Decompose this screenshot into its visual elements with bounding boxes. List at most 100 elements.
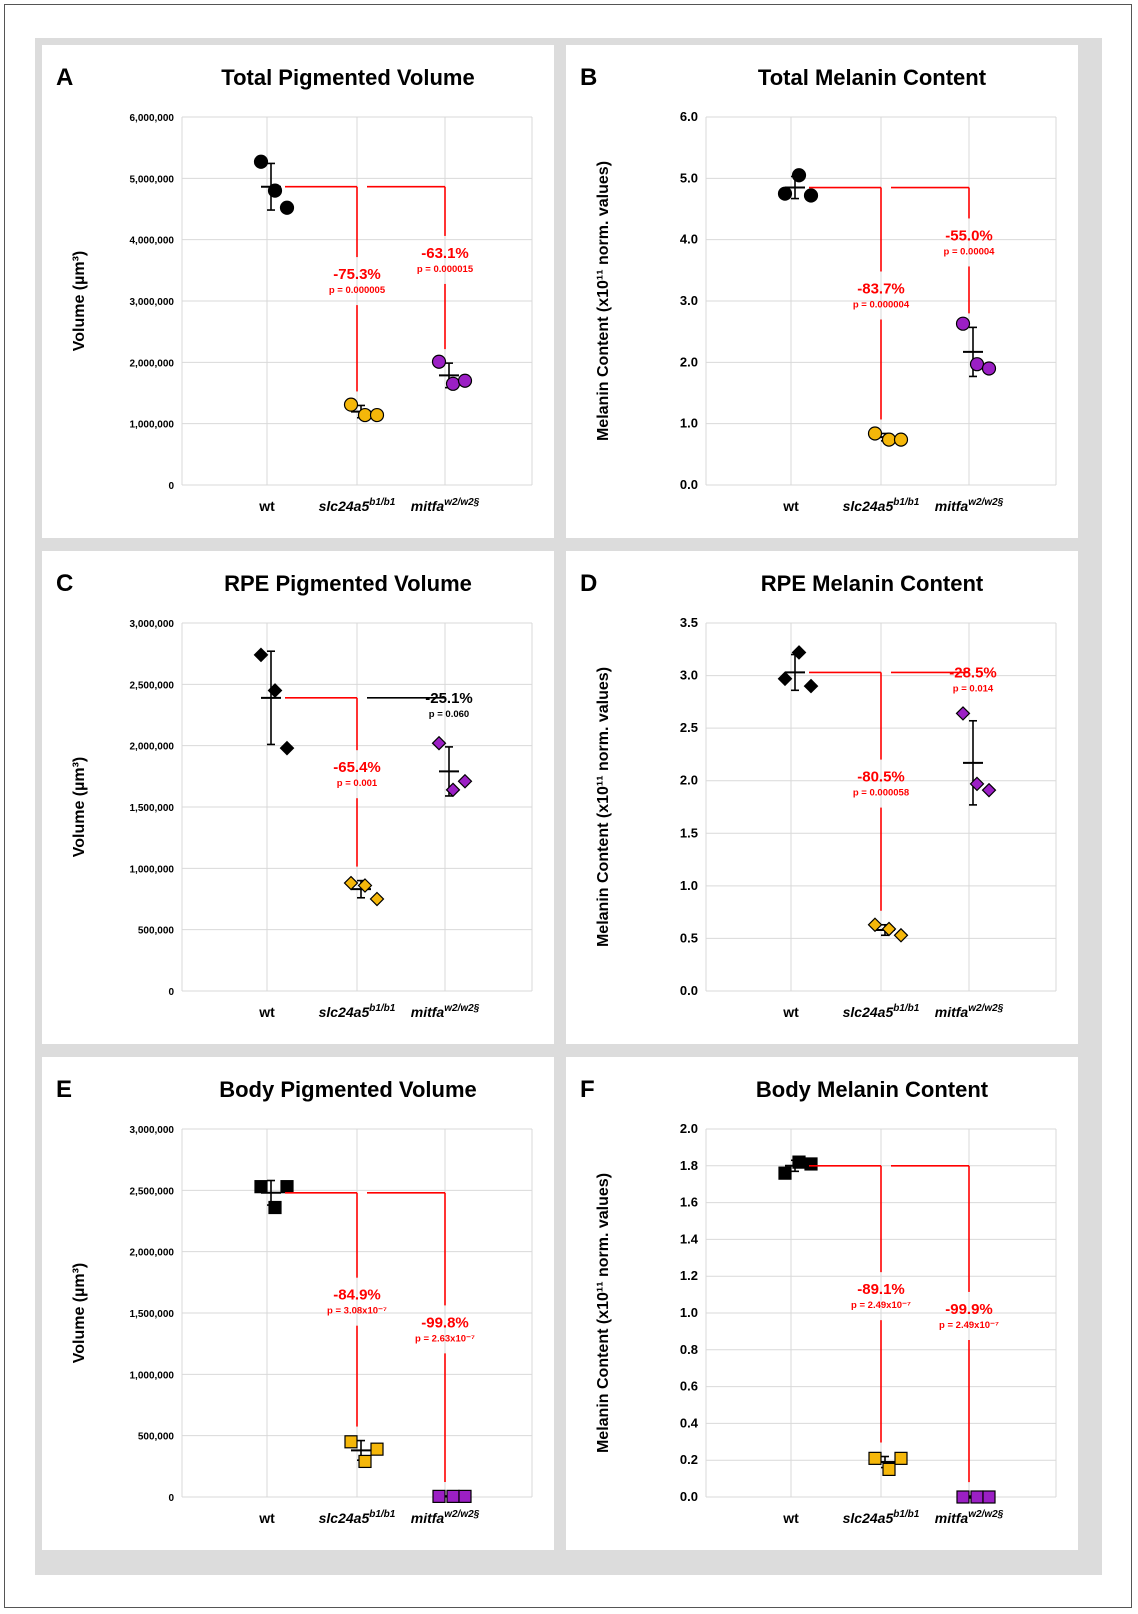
data-point [446,1489,460,1503]
data-point [343,397,359,412]
data-point [357,878,373,893]
series-mitfa [956,1490,996,1504]
x-category-name: wt [258,1004,275,1020]
chart-title: Body Pigmented Volume [219,1077,477,1102]
y-tick-label: 0.0 [680,983,698,998]
x-category-name: mitfa [935,1004,969,1020]
percent-change-label: -80.5% [857,769,905,786]
p-value-label: p = 2.49x10⁻⁷ [939,1320,999,1331]
data-point [253,154,269,169]
data-point [457,773,473,789]
y-tick-label: 0.0 [680,477,698,492]
data-point [955,316,971,331]
panel-b: B Total Melanin Content 0.0 1.0 2.0 3.0 4.0 5.0… [566,45,1078,538]
series-slc24a5 [868,1451,908,1476]
p-value-label: p = 3.08x10⁻⁷ [327,1306,387,1317]
y-tick-label: 3,000,000 [130,1125,175,1136]
y-tick-label: 1.6 [680,1195,698,1210]
x-category-name: slc24a5 [843,498,894,514]
data-point [868,1451,882,1465]
x-category-name: mitfa [935,1510,969,1526]
data-point [370,1442,384,1456]
series-slc24a5 [343,397,385,423]
x-category-name: wt [782,1510,799,1526]
x-category-label: wt [782,498,799,514]
y-tick-label: 0 [168,481,174,492]
x-category-superscript: b1/b1 [893,1509,920,1520]
comparison-bracket: -28.5% p = 0.014 [891,664,997,694]
series-slc24a5 [344,1435,384,1469]
percent-change-label: -99.8% [421,1314,469,1331]
data-point [791,645,807,660]
x-category-label: mitfaw2/w2§ [411,1003,480,1020]
y-tick-label: 500,000 [138,1432,175,1443]
y-tick-label: 3,000,000 [130,297,175,308]
data-point [982,1490,996,1504]
x-category-label: mitfaw2/w2§ [411,497,480,514]
percent-change-label: -75.3% [333,266,381,283]
data-point [254,1180,268,1194]
data-point [358,1454,372,1469]
data-point [268,1200,282,1215]
y-tick-label: 6.0 [680,109,698,124]
data-point [881,432,897,447]
data-point [893,432,909,447]
chart-svg: B Total Melanin Content 0.0 1.0 2.0 3.0 4.0 5.0… [580,64,1057,514]
comparison-bracket: -84.9% p = 3.08x10⁻⁷ [285,1191,387,1427]
x-category-name: wt [258,1510,275,1526]
data-point [893,927,909,943]
figure-grid: A Total Pigmented Volume 0 1,000,000 2,000,0… [35,38,1102,1575]
x-category-name: slc24a5 [843,1004,894,1020]
y-tick-label: 3.0 [680,668,698,683]
data-point [804,1157,818,1171]
x-category-label: wt [258,498,275,514]
x-category-label: slc24a5b1/b1 [843,1509,920,1526]
x-category-label: wt [258,1510,275,1526]
p-value-label: p = 0.000004 [853,300,910,311]
x-category-name: wt [782,1004,799,1020]
panel-c: C RPE Pigmented Volume 0 500,000 1,000,000 1,… [42,551,554,1044]
y-tick-label: 3,000,000 [130,619,175,630]
x-category-label: slc24a5b1/b1 [319,497,396,514]
comparison-bracket: -25.1% p = 0.060 [367,690,473,720]
data-point [882,1462,896,1476]
chart-title: Body Melanin Content [756,1077,989,1102]
series-mitfa [431,354,473,391]
panel-a: A Total Pigmented Volume 0 1,000,000 2,000,0… [42,45,554,538]
y-tick-label: 0.4 [680,1415,699,1430]
x-category-label: mitfaw2/w2§ [935,497,1004,514]
percent-change-label: -63.1% [421,245,469,262]
chart-svg: D RPE Melanin Content 0.0 0.5 1.0 1.5 2.0 2.5 3.… [580,570,1057,1020]
y-tick-label: 1,500,000 [130,1309,175,1320]
x-category-name: wt [258,498,275,514]
data-point [369,891,385,907]
comparison-bracket: -99.9% p = 2.49x10⁻⁷ [891,1165,999,1483]
data-point [369,407,385,423]
y-axis-label: Volume (µm³) [71,251,88,351]
data-point [253,647,269,663]
y-tick-label: 2,500,000 [130,1186,175,1197]
x-category-superscript: w2/w2§ [968,1509,1003,1520]
data-point [803,188,819,203]
percent-change-label: -25.1% [425,690,473,707]
data-point [894,1451,908,1465]
p-value-label: p = 0.000058 [853,788,909,799]
x-category-label: mitfaw2/w2§ [935,1003,1004,1020]
x-category-superscript: b1/b1 [893,1003,920,1014]
data-point [280,1180,294,1194]
y-tick-label: 2.0 [680,354,698,369]
y-tick-label: 4,000,000 [130,236,175,247]
x-category-name: slc24a5 [843,1510,894,1526]
series-mitfa [431,735,473,798]
y-tick-label: 3.0 [680,293,698,308]
y-tick-label: 2.0 [680,1121,698,1136]
y-tick-label: 1.0 [680,878,698,893]
y-axis-label: Volume (µm³) [71,1263,88,1363]
data-point [777,186,793,201]
y-tick-label: 2,500,000 [130,680,175,691]
chart-svg: C RPE Pigmented Volume 0 500,000 1,000,000 1,… [56,570,533,1020]
data-point [981,361,997,376]
y-tick-label: 2,000,000 [130,358,175,369]
data-point [791,168,807,183]
y-tick-label: 0.8 [680,1342,698,1357]
